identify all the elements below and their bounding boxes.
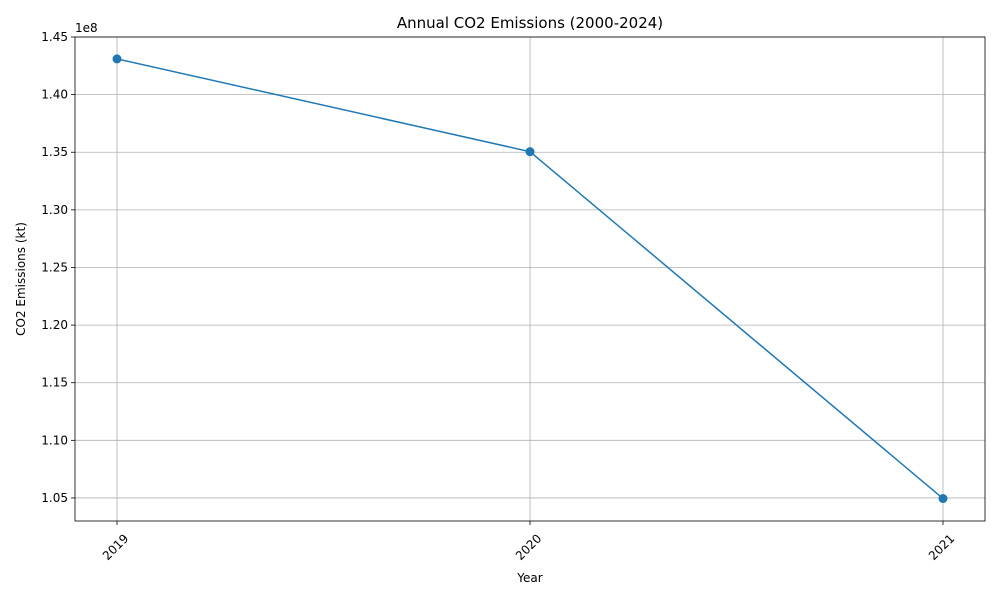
x-tick-label: 2019 xyxy=(100,531,131,562)
y-tick-label: 1.40 xyxy=(41,88,68,102)
y-tick-label: 1.25 xyxy=(41,260,68,274)
x-tick-label: 2020 xyxy=(513,531,544,562)
y-tick-label: 1.20 xyxy=(41,318,68,332)
y-tick-label: 1.30 xyxy=(41,203,68,217)
y-axis-label: CO2 Emissions (kt) xyxy=(14,222,28,336)
y-axis-offset-label: 1e8 xyxy=(75,21,98,35)
y-tick-label: 1.45 xyxy=(41,30,68,44)
series-markers xyxy=(112,54,948,504)
data-point xyxy=(938,494,948,504)
y-tick-label: 1.05 xyxy=(41,491,68,505)
y-tick-label: 1.10 xyxy=(41,433,68,447)
x-tick-label: 2021 xyxy=(926,531,957,562)
data-point xyxy=(525,147,535,157)
grid xyxy=(75,36,985,521)
data-point xyxy=(112,54,122,64)
y-tick-label: 1.15 xyxy=(41,376,68,390)
y-axis-ticks: 1.05 1.10 1.15 1.20 1.25 1.30 1.35 1.40 1.45 xyxy=(41,30,75,505)
x-axis-ticks: 2019 2020 2021 xyxy=(100,521,957,563)
chart-title: Annual CO2 Emissions (2000-2024) xyxy=(397,14,663,32)
y-tick-label: 1.35 xyxy=(41,145,68,159)
x-axis-label: Year xyxy=(516,571,542,585)
